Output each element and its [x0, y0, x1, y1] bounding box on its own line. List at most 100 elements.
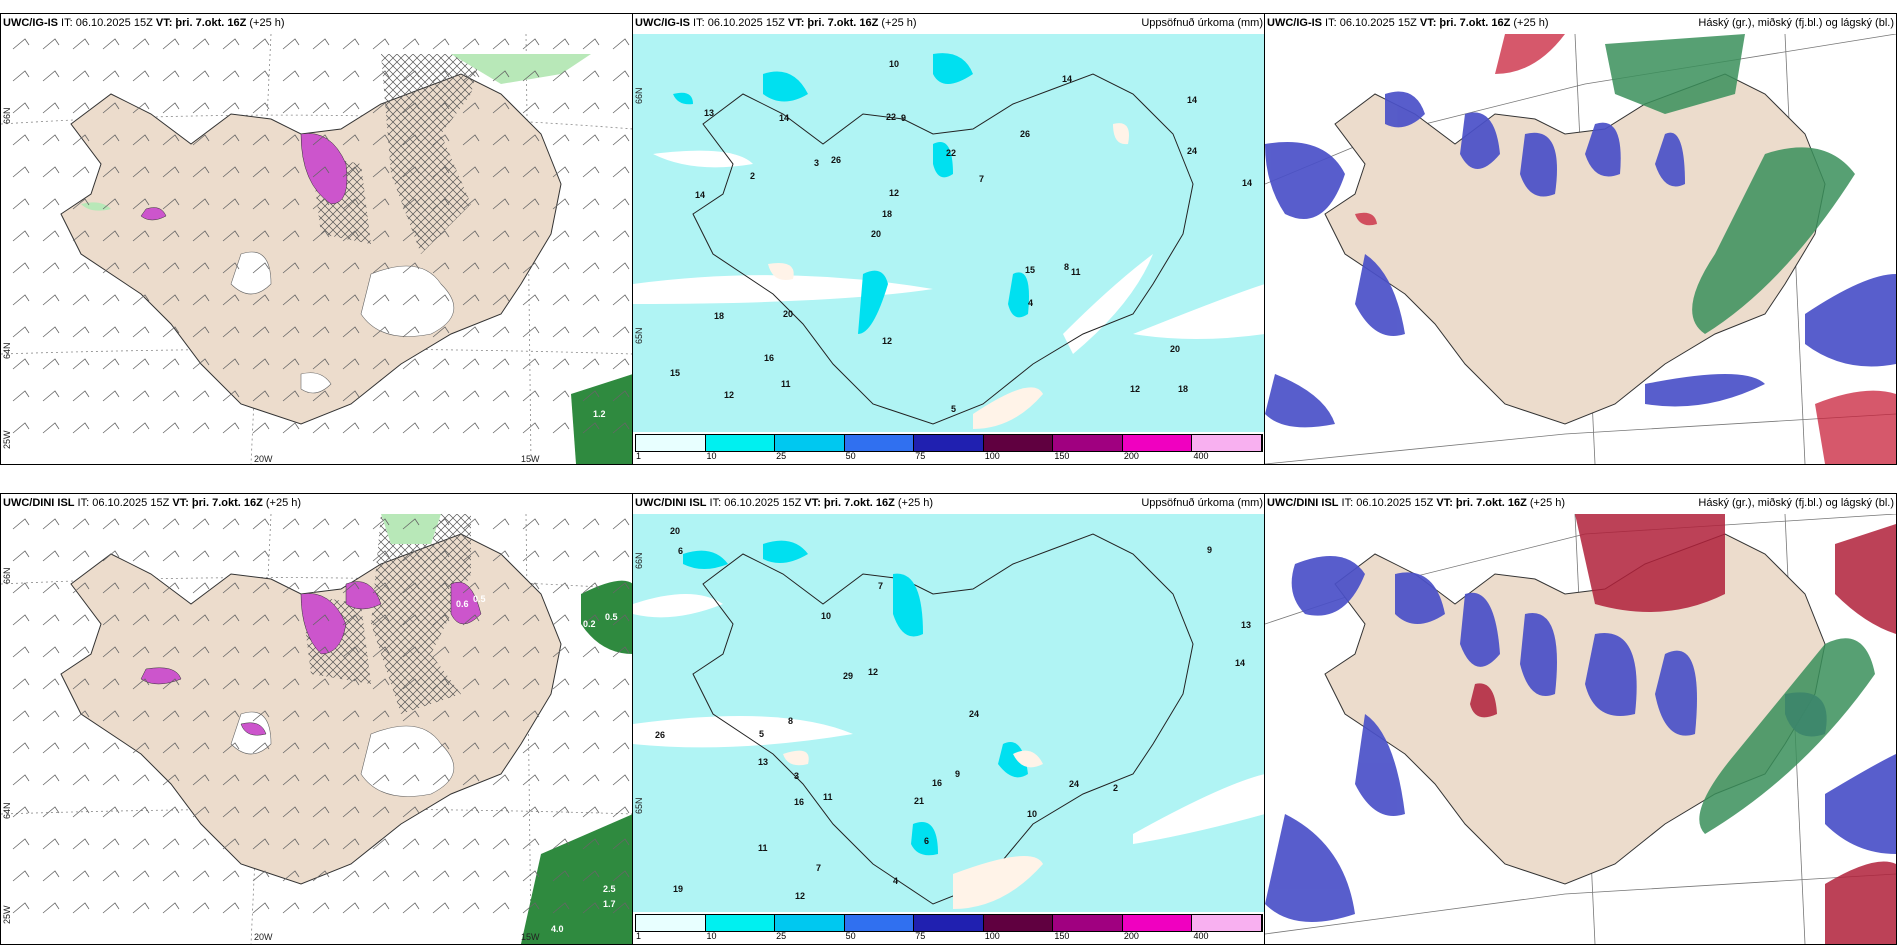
wind-barb [342, 646, 360, 658]
precip-value: 12 [889, 188, 900, 198]
wind-barb [192, 710, 210, 722]
precip-value: 12 [724, 390, 735, 400]
wind-barb [612, 134, 630, 146]
precip-value: 15 [670, 368, 681, 378]
wind-barb [312, 806, 330, 818]
wind-barb [312, 294, 330, 306]
wind-barb [582, 518, 600, 530]
wind-barb [402, 230, 420, 242]
wind-barb [132, 550, 150, 562]
wind-barb [12, 614, 30, 626]
wind-barb [192, 646, 210, 658]
panel-title: UWC/IG-IS IT: 06.10.2025 15Z VT: þri. 7.… [3, 17, 285, 29]
wind-barb [222, 230, 240, 242]
wind-barb [522, 134, 540, 146]
wind-barb [462, 358, 480, 370]
wind-barb [222, 102, 240, 114]
precip-value: 20 [670, 526, 681, 536]
wind-barb [372, 422, 390, 434]
wind-barb [492, 646, 510, 658]
wind-barb [552, 646, 570, 658]
wind-barb [282, 358, 300, 370]
wind-barb [102, 582, 120, 594]
precip-value: 20 [871, 229, 882, 239]
wind-barb [402, 550, 420, 562]
panel-subtitle: Háský (gr.), miðský (fj.bl.) og lágský (… [1698, 497, 1894, 509]
wind-barb [132, 198, 150, 210]
wind-barb [12, 806, 30, 818]
wind-barb [462, 102, 480, 114]
wind-barb [432, 70, 450, 82]
wind-barb [192, 38, 210, 50]
wind-barb [492, 358, 510, 370]
wind-barb [252, 646, 270, 658]
wind-barb [312, 358, 330, 370]
wind-barb [462, 838, 480, 850]
wind-barb [312, 582, 330, 594]
wind-barb [162, 390, 180, 402]
precip-value: 12 [868, 667, 879, 677]
wind-barb [72, 38, 90, 50]
lat-label-66: 66N [2, 107, 12, 124]
wind-barb [132, 710, 150, 722]
lon-label-20w: 20W [254, 932, 273, 942]
wind-barb [192, 102, 210, 114]
wind-barb [12, 230, 30, 242]
wind-barb [252, 582, 270, 594]
wind-barb [462, 710, 480, 722]
wind-barb [462, 742, 480, 754]
wind-barb [612, 358, 630, 370]
wind-barb [372, 230, 390, 242]
wind-barb [522, 70, 540, 82]
wind-barb [252, 70, 270, 82]
wind-barb [492, 262, 510, 274]
wind-barb [132, 102, 150, 114]
wind-barb [432, 582, 450, 594]
wind-barb [342, 838, 360, 850]
wind-barb [552, 230, 570, 242]
precip-value: 16 [764, 353, 775, 363]
wind-barb [402, 70, 420, 82]
panel-title: UWC/IG-IS IT: 06.10.2025 15Z VT: þri. 7.… [1267, 17, 1549, 29]
wind-barb [132, 166, 150, 178]
wind-barb [12, 710, 30, 722]
wind-barb [372, 518, 390, 530]
wind-barb [492, 582, 510, 594]
wind-barb [402, 678, 420, 690]
wind-barb [162, 38, 180, 50]
wind-barb [162, 710, 180, 722]
wind-barb [342, 902, 360, 914]
precip-value: 18 [714, 311, 725, 321]
wind-barb [312, 678, 330, 690]
precip-value: 18 [1178, 384, 1189, 394]
wind-barb [432, 422, 450, 434]
wind-barb [372, 902, 390, 914]
cloud-map-panel-bottom: UWC/DINI ISL IT: 06.10.2025 15Z VT: þri.… [1264, 493, 1897, 945]
wind-barb [222, 806, 240, 818]
wind-barb [192, 742, 210, 754]
wind-barb [192, 550, 210, 562]
precip-value: 12 [882, 336, 893, 346]
wind-barb [72, 102, 90, 114]
wind-barb [252, 294, 270, 306]
wind-barb [42, 390, 60, 402]
wind-barb [552, 550, 570, 562]
wind-barb [42, 902, 60, 914]
precip-value: 26 [655, 730, 666, 740]
wind-barb [12, 198, 30, 210]
wind-barb [42, 134, 60, 146]
wind-barb [252, 198, 270, 210]
wind-barb [12, 870, 30, 882]
wind-value: 4.0 [551, 924, 564, 934]
wind-map: 1.2 [1, 34, 633, 464]
panel-subtitle: Háský (gr.), miðský (fj.bl.) og lágský (… [1698, 17, 1894, 29]
wind-barb [582, 550, 600, 562]
wind-barb [72, 582, 90, 594]
wind-barb [462, 198, 480, 210]
wind-barb [252, 678, 270, 690]
wind-barb [102, 774, 120, 786]
wind-barb [612, 646, 630, 658]
wind-barb [612, 742, 630, 754]
wind-barb [492, 614, 510, 626]
wind-barb [432, 134, 450, 146]
